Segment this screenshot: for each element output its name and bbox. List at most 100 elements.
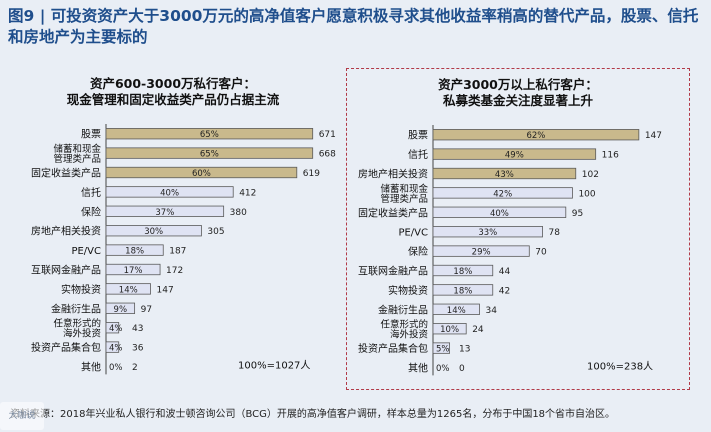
bar (432, 303, 480, 315)
percent-label: 9% (114, 305, 128, 315)
percent-label: 37% (155, 208, 174, 218)
bar (432, 187, 573, 199)
percent-label: 18% (453, 286, 472, 296)
figure-title-text: 可投资资产大于3000万元的高净值客户愿意积极寻求其他收益率稍高的替代产品，股票… (8, 7, 699, 46)
percent-label: 10% (440, 325, 459, 335)
category-label: 实物投资 (388, 284, 428, 297)
bar (105, 225, 202, 237)
percent-label: 0% (109, 363, 123, 373)
count-label: 34 (485, 306, 497, 316)
percent-label: 17% (124, 266, 143, 276)
category-label: 其他 (408, 362, 428, 375)
count-label: 380 (230, 208, 247, 218)
percent-label: 40% (160, 188, 179, 198)
count-label: 0 (459, 364, 465, 374)
category-label: 实物投资 (61, 283, 101, 296)
bar (105, 166, 298, 179)
bar (105, 283, 151, 295)
source-note: 资料来源：2018年兴业私人银行和波士顿咨询公司（BCG）开展的高净值客户调研，… (10, 409, 616, 420)
percent-label: 40% (490, 209, 509, 219)
bar (432, 226, 543, 238)
bar (432, 129, 640, 141)
percent-label: 0% (436, 364, 450, 374)
count-label: 78 (549, 228, 561, 238)
count-label: 671 (319, 130, 336, 140)
bar (105, 128, 314, 140)
bar (105, 186, 234, 198)
percent-label: 4% (109, 324, 123, 334)
right-chart-title-line1: 资产3000万以上私行客户： (438, 77, 598, 92)
count-label: 2 (132, 363, 138, 373)
bar (105, 322, 120, 334)
percent-label: 14% (119, 285, 138, 295)
left-chart-title-line1: 资产600-3000万私行客户： (89, 76, 257, 91)
percent-label: 18% (125, 247, 144, 257)
category-label: PE/VC (398, 228, 428, 239)
percent-label: 65% (200, 130, 219, 140)
category-label: 投资产品集合包 (358, 342, 428, 355)
count-label: 619 (303, 169, 320, 179)
percent-label: 62% (526, 131, 545, 141)
count-label: 305 (207, 227, 224, 237)
category-label: 信托 (81, 186, 101, 199)
category-label: 金融衍生品 (51, 302, 101, 315)
percent-label: 33% (478, 228, 497, 238)
right-chart-panel: 资产3000万以上私行客户： 私募类基金关注度显著上升 股票 62% 147 信托 49… (346, 68, 690, 390)
bar (432, 148, 597, 160)
category-label: 金融衍生品 (378, 303, 428, 316)
count-label: 412 (239, 188, 256, 198)
count-label: 116 (602, 151, 619, 161)
category-label: 海外投资 (63, 328, 102, 340)
category-label: 保险 (408, 245, 428, 258)
right-chart-title: 资产3000万以上私行客户： 私募类基金关注度显著上升 (347, 77, 689, 109)
count-label: 147 (645, 131, 662, 141)
percent-label: 43% (495, 170, 514, 180)
percent-label: 4% (109, 344, 123, 354)
count-label: 43 (132, 324, 143, 334)
bar (105, 341, 120, 353)
category-label: 固定收益类产品 (31, 167, 101, 180)
category-label: 任意形式的 (53, 318, 101, 330)
figure-separator: | (39, 7, 46, 25)
count-label: 44 (499, 267, 511, 277)
bar (105, 302, 136, 314)
bar (432, 206, 567, 218)
category-label: 股票 (81, 129, 101, 141)
category-label: 任意形式的 (380, 319, 428, 331)
total-sample-label: 100%=238人 (587, 361, 653, 373)
percent-label: 30% (144, 227, 163, 237)
count-label: 97 (141, 305, 152, 315)
percent-label: 14% (447, 306, 466, 316)
category-label: 房地产相关投资 (358, 168, 428, 181)
left-chart-title-line2: 现金管理和固定收益类产品仍占据主流 (66, 92, 280, 107)
count-label: 187 (169, 247, 186, 257)
percent-label: 18% (453, 267, 472, 277)
count-label: 24 (472, 325, 484, 335)
category-label: 海外投资 (390, 329, 429, 341)
category-label: 房地产相关投资 (31, 225, 101, 238)
percent-label: 60% (192, 169, 211, 179)
bar (105, 244, 164, 256)
bar (432, 342, 451, 354)
bar (105, 147, 314, 159)
count-label: 42 (499, 286, 510, 296)
percent-label: 42% (493, 189, 512, 199)
category-label: 其他 (81, 361, 101, 374)
percent-label: 49% (505, 151, 524, 161)
figure-title: 图9 | 可投资资产大于3000万元的高净值客户愿意积极寻求其他收益率稍高的替代… (8, 6, 708, 48)
total-sample-label: 100%=1027人 (238, 360, 310, 372)
bar (105, 263, 161, 276)
bar (105, 205, 225, 217)
count-label: 13 (459, 345, 470, 355)
category-label: 股票 (408, 130, 428, 142)
count-label: 102 (582, 170, 599, 180)
count-label: 172 (166, 266, 183, 276)
right-chart-title-line2: 私募类基金关注度显著上升 (442, 93, 593, 108)
category-label: 保险 (81, 205, 101, 218)
category-label: 互联网金融产品 (31, 264, 101, 277)
left-chart-title: 资产600-3000万私行客户： 现金管理和固定收益类产品仍占据主流 (8, 76, 338, 108)
count-label: 70 (535, 248, 547, 258)
watermark-logo: 大咖说 (0, 402, 44, 430)
bar (432, 167, 577, 180)
